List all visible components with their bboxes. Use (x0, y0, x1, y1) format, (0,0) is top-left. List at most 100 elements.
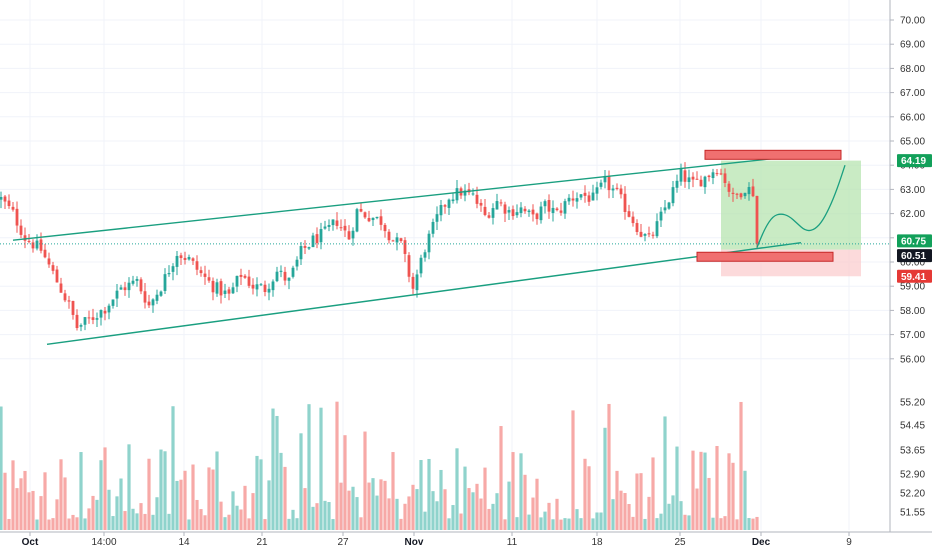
volume-bar (587, 466, 591, 530)
volume-bar (35, 519, 39, 530)
candle-body (587, 195, 591, 202)
candle-body (15, 208, 19, 226)
price-candles (0, 162, 759, 332)
candle-body (615, 187, 619, 189)
volume-bar (367, 482, 371, 530)
volume-bar (731, 462, 735, 530)
price-tag-label: 60.51 (901, 251, 926, 262)
volume-bar (667, 503, 671, 530)
candle-body (367, 217, 371, 222)
volume-bar (187, 519, 191, 530)
candle-body (87, 317, 91, 319)
candle-body (211, 280, 215, 293)
candle-body (531, 209, 535, 215)
price-tick-label: 68.00 (900, 64, 925, 75)
candle-body (571, 198, 575, 201)
candle-body (375, 216, 379, 219)
volume-bar (619, 490, 623, 530)
time-axis[interactable]: Oct 14:00 14 21 27 Nov 11 18 25 Dec 9 (0, 531, 932, 550)
trend-drawings[interactable] (0, 149, 890, 345)
volume-bar (219, 501, 223, 530)
candle-body (443, 205, 447, 207)
volume-bar (131, 508, 135, 530)
volume-bar (151, 514, 155, 530)
volume-bar (155, 497, 159, 530)
candle-body (667, 202, 671, 209)
candle-body (695, 178, 699, 180)
candle-body (351, 230, 355, 239)
price-tick-label: 56.00 (900, 354, 925, 365)
volume-bar (395, 498, 399, 530)
volume-bar (99, 460, 103, 530)
candle-body (483, 206, 487, 215)
volume-bar (375, 495, 379, 530)
volume-bar (455, 448, 459, 530)
candle-body (239, 274, 243, 277)
volume-bar (355, 497, 359, 530)
candle-body (395, 237, 399, 243)
volume-bar (627, 504, 631, 530)
volume-bar (403, 503, 407, 530)
candle-body (675, 180, 679, 188)
time-tick-label: 27 (337, 537, 349, 548)
volume-bar (467, 488, 471, 530)
candle-body (439, 205, 443, 216)
volume-bar (727, 453, 731, 530)
candle-body (735, 193, 739, 195)
candle-body (363, 212, 367, 218)
candle-body (335, 220, 339, 226)
candle-body (679, 168, 683, 182)
candle-body (243, 275, 247, 278)
volume-bar (111, 516, 115, 530)
volume-bar (747, 518, 751, 530)
volume-bar (651, 457, 655, 530)
candle-body (687, 177, 691, 183)
price-tag (897, 269, 932, 283)
candle-body (731, 192, 735, 194)
price-tag-label: 60.75 (901, 236, 926, 247)
candle-body (7, 200, 11, 207)
volume-bar (211, 469, 215, 530)
volume-bar (575, 509, 579, 530)
candle-body (43, 249, 47, 258)
price-tag-label: 64.19 (901, 156, 926, 167)
volume-tick-label: 52.90 (900, 470, 925, 481)
candle-body (171, 266, 175, 272)
candle-body (247, 276, 251, 286)
time-tick-label: 14 (178, 537, 190, 548)
volume-bar (63, 477, 67, 530)
candle-body (219, 281, 223, 296)
volume-bar (91, 495, 95, 530)
volume-bar (407, 496, 411, 530)
candle-body (31, 242, 35, 249)
candle-body (187, 256, 191, 260)
candle-body (323, 226, 327, 229)
volume-bar (235, 505, 239, 530)
time-tick-label: 25 (674, 537, 686, 548)
candle-body (699, 179, 703, 187)
candle-body (263, 284, 267, 293)
candle-body (111, 299, 115, 306)
volume-bar (59, 459, 63, 530)
candle-body (391, 240, 395, 242)
volume-bar (555, 498, 559, 530)
price-tag (897, 234, 932, 248)
volume-tick-label: 54.45 (900, 421, 925, 432)
candle-body (131, 280, 135, 284)
candle-body (319, 229, 323, 243)
volume-bar (299, 433, 303, 530)
volume-bar (259, 459, 263, 530)
volume-tick-label: 55.20 (900, 398, 925, 409)
candle-body (751, 186, 755, 197)
volume-bar (743, 470, 747, 530)
candle-body (303, 246, 307, 248)
candle-body (267, 288, 271, 293)
candle-body (311, 235, 315, 248)
candle-body (95, 318, 99, 320)
candle-body (495, 201, 499, 210)
volume-bar (19, 478, 23, 530)
volume-tick-label: 52.20 (900, 489, 925, 500)
volume-bar (331, 519, 335, 530)
